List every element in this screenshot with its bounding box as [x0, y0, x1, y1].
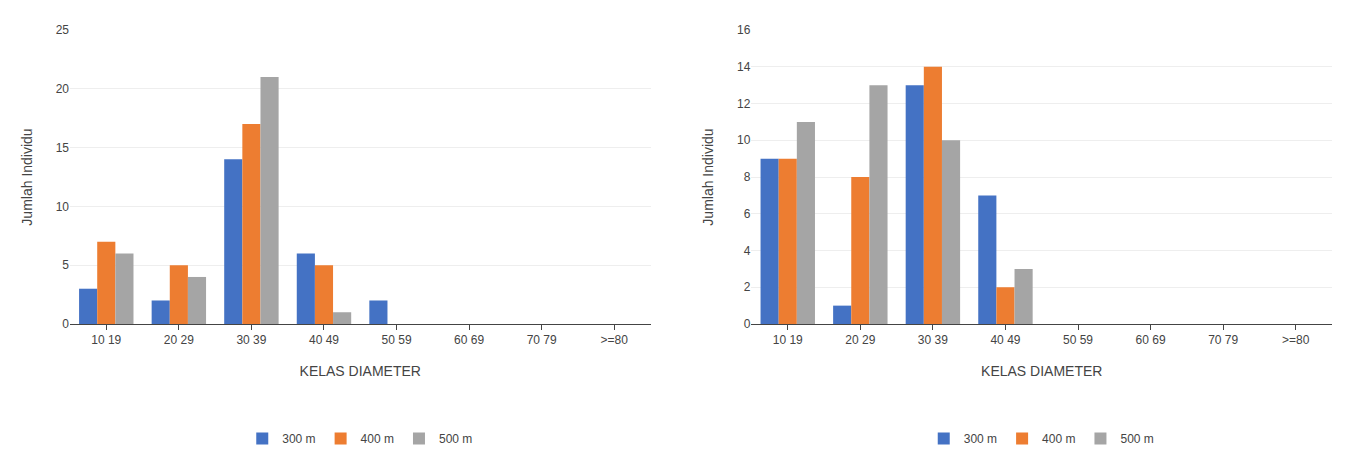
svg-text:0: 0 [744, 317, 751, 331]
svg-text:6: 6 [744, 207, 751, 221]
svg-text:60 69: 60 69 [1136, 333, 1166, 347]
svg-text:4: 4 [744, 244, 751, 258]
svg-text:30 39: 30 39 [236, 333, 266, 347]
svg-text:500 m: 500 m [1120, 432, 1153, 446]
svg-text:50 59: 50 59 [382, 333, 412, 347]
svg-text:Jumlah Individu: Jumlah Individu [19, 128, 35, 225]
svg-text:20 29: 20 29 [845, 333, 875, 347]
svg-text:70 79: 70 79 [527, 333, 557, 347]
svg-text:70 79: 70 79 [1208, 333, 1238, 347]
svg-text:12: 12 [737, 97, 751, 111]
svg-text:20: 20 [56, 82, 70, 96]
svg-text:10: 10 [56, 200, 70, 214]
svg-text:400 m: 400 m [1042, 432, 1075, 446]
svg-text:15: 15 [56, 141, 70, 155]
svg-text:10: 10 [737, 133, 751, 147]
svg-text:Jumlah Individu: Jumlah Individu [700, 128, 716, 225]
svg-text:300 m: 300 m [964, 432, 997, 446]
svg-text:14: 14 [737, 60, 751, 74]
svg-text:10 19: 10 19 [773, 333, 803, 347]
svg-text:400 m: 400 m [361, 432, 394, 446]
svg-text:0: 0 [62, 317, 69, 331]
svg-text:30 39: 30 39 [918, 333, 948, 347]
svg-text:300 m: 300 m [282, 432, 315, 446]
svg-text:>=80: >=80 [601, 333, 629, 347]
svg-text:2: 2 [744, 280, 751, 294]
svg-text:8: 8 [744, 170, 751, 184]
svg-text:KELAS DIAMETER: KELAS DIAMETER [981, 363, 1102, 379]
svg-text:25: 25 [56, 23, 70, 37]
svg-text:60 69: 60 69 [454, 333, 484, 347]
svg-text:20 29: 20 29 [164, 333, 194, 347]
svg-text:500 m: 500 m [439, 432, 472, 446]
svg-text:40 49: 40 49 [309, 333, 339, 347]
svg-text:50 59: 50 59 [1063, 333, 1093, 347]
svg-text:KELAS DIAMETER: KELAS DIAMETER [300, 363, 421, 379]
svg-text:40 49: 40 49 [990, 333, 1020, 347]
svg-text:5: 5 [62, 258, 69, 272]
svg-text:10 19: 10 19 [91, 333, 121, 347]
svg-text:16: 16 [737, 23, 751, 37]
svg-text:>=80: >=80 [1282, 333, 1310, 347]
